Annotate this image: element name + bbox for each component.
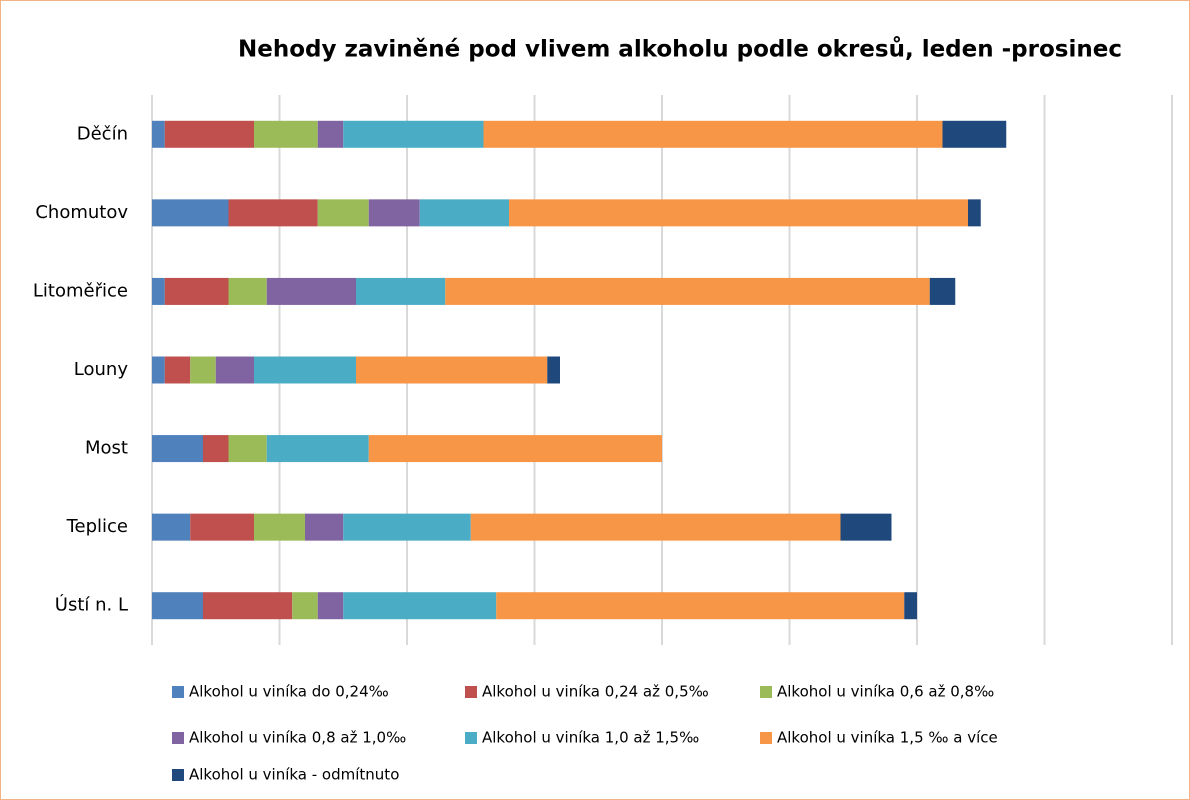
bar-segment <box>254 356 356 384</box>
bar-segment <box>509 199 968 227</box>
legend-label: Alkohol u viníka 0,24 až 0,5‰ <box>482 683 709 701</box>
bar-segment <box>470 513 841 541</box>
bar-segment <box>266 435 369 463</box>
bar-segment <box>368 435 662 463</box>
bar-segment <box>483 120 943 148</box>
bar-segment <box>368 199 420 227</box>
bar-segment <box>343 592 497 620</box>
bar-segment <box>547 356 560 384</box>
bar-segment <box>152 199 229 227</box>
legend-label: Alkohol u viníka 1,0 až 1,5‰ <box>482 729 699 747</box>
legend-label: Alkohol u viníka 0,8 až 1,0‰ <box>189 729 406 747</box>
legend-label: Alkohol u viníka - odmítnuto <box>189 766 399 784</box>
bar-segment <box>343 120 484 148</box>
bar-segment <box>164 120 254 148</box>
bar-segment <box>292 592 318 620</box>
bar-segment <box>840 513 892 541</box>
bar-segment <box>152 120 165 148</box>
bar-segment <box>152 356 165 384</box>
legend-swatch <box>172 732 184 744</box>
legend-swatch <box>172 686 184 698</box>
legend-swatch <box>465 732 477 744</box>
bar-segment <box>929 277 956 305</box>
legend-label: Alkohol u viníka do 0,24‰ <box>189 683 389 701</box>
bar-segment <box>152 435 203 463</box>
bar-segment <box>305 513 344 541</box>
bar-segment <box>356 356 548 384</box>
bar-segment <box>266 277 356 305</box>
bar-segment <box>942 120 1007 148</box>
bar-segment <box>445 277 930 305</box>
y-tick-label: Most <box>85 438 128 459</box>
y-tick-label: Louny <box>74 359 129 380</box>
bar-segment <box>254 120 318 148</box>
bar-segment <box>419 199 509 227</box>
bar-segment <box>152 592 203 620</box>
bar-segment <box>228 435 267 463</box>
y-tick-label: Ústí n. L <box>55 594 128 616</box>
bar-segment <box>215 356 254 384</box>
bar-segment <box>343 513 471 541</box>
legend-swatch <box>760 732 772 744</box>
legend-label: Alkohol u viníka 1,5 ‰ a více <box>777 729 998 747</box>
bar-segment <box>152 513 191 541</box>
legend-label: Alkohol u viníka 0,6 až 0,8‰ <box>777 683 994 701</box>
y-tick-label: Chomutov <box>35 202 128 223</box>
bar-segment <box>152 277 165 305</box>
bar-segment <box>968 199 981 227</box>
bar-segment <box>317 199 369 227</box>
bar-segment <box>356 277 446 305</box>
bar-segment <box>904 592 917 620</box>
bar-segment <box>228 277 267 305</box>
legend-swatch <box>465 686 477 698</box>
bar-segment <box>203 435 229 463</box>
bar-segment <box>164 277 229 305</box>
bar-segment <box>164 356 191 384</box>
legend-swatch <box>760 686 772 698</box>
bar-segment <box>190 356 216 384</box>
bar-segment <box>190 513 254 541</box>
chart-title: Nehody zaviněné pod vlivem alkoholu podl… <box>238 36 1122 63</box>
y-tick-label: Teplice <box>66 516 128 537</box>
bar-segment <box>317 592 344 620</box>
bar-segment <box>254 513 305 541</box>
bar-segment <box>203 592 293 620</box>
bar-segment <box>228 199 318 227</box>
y-tick-label: Děčín <box>77 123 128 144</box>
legend-swatch <box>172 769 184 781</box>
bar-segment <box>317 120 344 148</box>
bar-segment <box>496 592 905 620</box>
y-tick-label: Litoměřice <box>33 280 128 301</box>
